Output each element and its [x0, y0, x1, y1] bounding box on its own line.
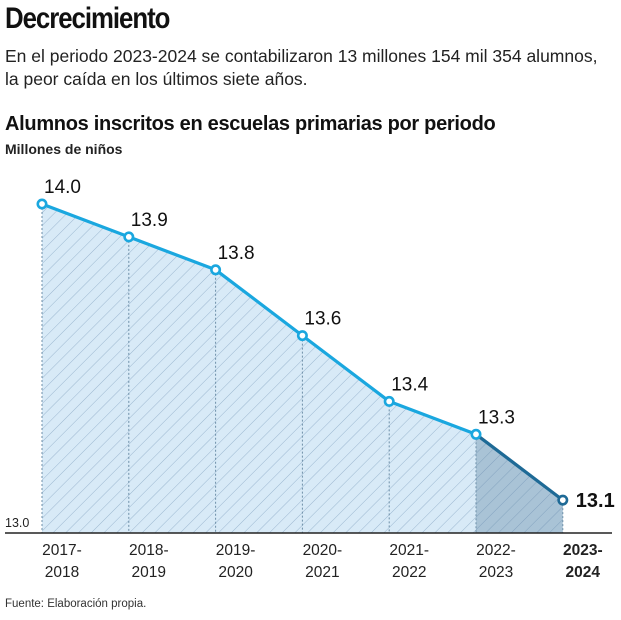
- series-line-segment: [127, 235, 218, 272]
- series-line-segment: [214, 268, 304, 338]
- data-label: 13.8: [218, 243, 255, 264]
- x-tick-label: 2020: [218, 564, 253, 581]
- data-point: [296, 330, 308, 342]
- x-tick-label: 2023: [479, 564, 513, 581]
- chart-headline: Decrecimiento: [5, 2, 170, 35]
- y-axis-unit-label: Millones de niños: [5, 141, 123, 157]
- chart-subtitle: En el periodo 2023-2024 se contabilizaro…: [5, 46, 598, 89]
- series-line-segment: [474, 432, 565, 502]
- data-label: 13.4: [391, 374, 428, 395]
- x-tick-label: 2018: [45, 564, 79, 581]
- x-tick-label: 2021-: [389, 542, 429, 559]
- area-hatch-last: [476, 434, 563, 533]
- x-tick-label: 2022-: [476, 542, 516, 559]
- data-label: 13.9: [131, 210, 168, 231]
- data-label: 14.0: [44, 177, 81, 198]
- series-line-segment: [300, 334, 391, 403]
- x-tick-label: 2024: [566, 564, 601, 581]
- x-tick-label: 2017-: [42, 542, 82, 559]
- series-line-segment: [40, 202, 131, 239]
- source-note: Fuente: Elaboración propia.: [5, 598, 147, 610]
- x-tick-label: 2018-: [129, 542, 169, 559]
- chart-title: Alumnos inscritos en escuelas primarias …: [5, 113, 496, 135]
- data-point: [210, 264, 222, 276]
- x-tick-label: 2019: [132, 564, 166, 581]
- data-label: 13.1: [576, 490, 615, 512]
- data-point: [470, 428, 482, 440]
- area-hatch: [42, 204, 476, 533]
- data-point: [123, 231, 135, 243]
- y-base-label: 13.0: [5, 516, 29, 530]
- data-point: [36, 198, 48, 210]
- x-tick-label: 2020-: [303, 542, 343, 559]
- data-point: [557, 494, 569, 506]
- data-point: [383, 395, 395, 407]
- x-tick-label: 2019-: [216, 542, 256, 559]
- x-tick-label: 2022: [392, 564, 426, 581]
- series-line-segment: [387, 399, 478, 436]
- data-label: 13.6: [304, 309, 341, 330]
- x-tick-label: 2021: [305, 564, 339, 581]
- x-tick-label: 2023-: [563, 542, 603, 559]
- data-label: 13.3: [478, 407, 515, 428]
